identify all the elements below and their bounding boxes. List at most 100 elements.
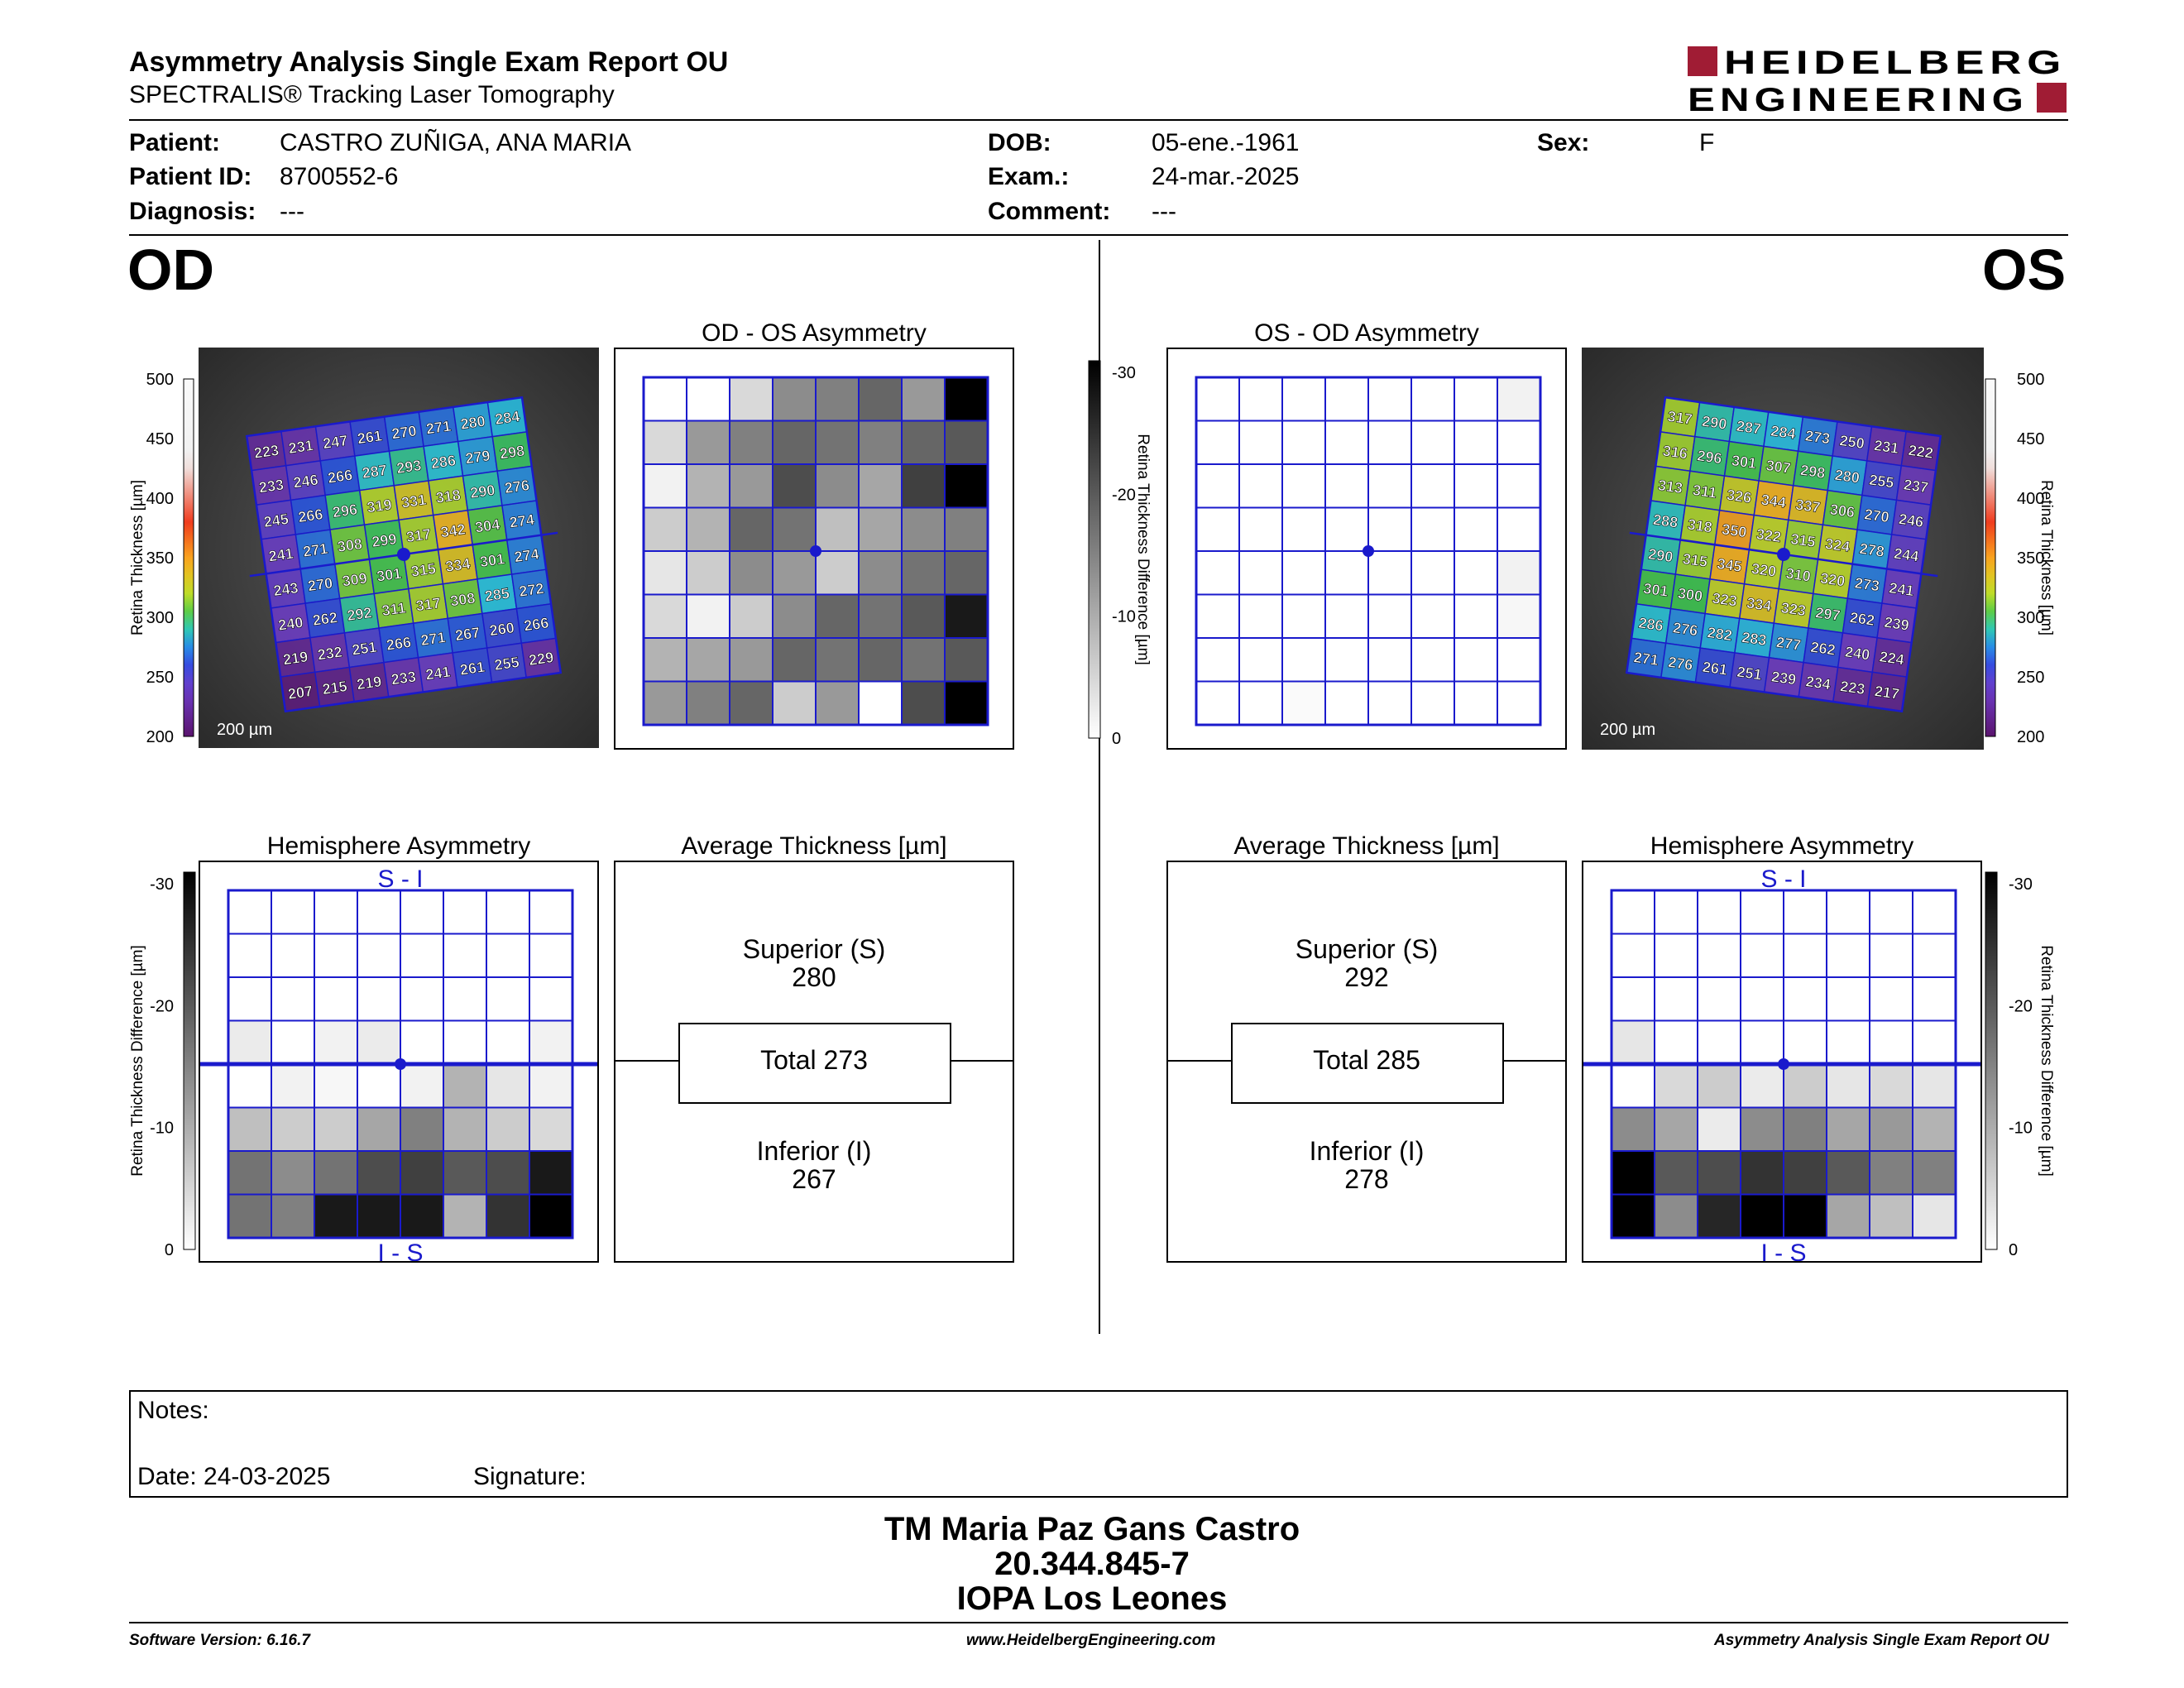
os-hemi-cell bbox=[1869, 1193, 1913, 1239]
os-hemi-cell bbox=[1697, 1063, 1741, 1109]
od-thickness-value: 271 bbox=[419, 629, 447, 649]
od-hemi-cell bbox=[486, 890, 530, 935]
software-version: Software Version: 6.16.7 bbox=[129, 1632, 310, 1649]
od-thickness-value: 207 bbox=[287, 683, 314, 703]
os-asym-cell bbox=[1195, 463, 1240, 509]
os-hemi-cell bbox=[1697, 1150, 1741, 1196]
od-asym-cell bbox=[772, 420, 817, 465]
website-link[interactable]: www.HeidelbergEngineering.com bbox=[966, 1632, 1216, 1649]
os-thickness-value: 246 bbox=[1898, 511, 1925, 530]
os-asym-cell bbox=[1324, 637, 1369, 683]
os-hemi-top-label: S - I bbox=[1760, 866, 1806, 893]
os-hemi-cell bbox=[1611, 1019, 1655, 1065]
od-thickness-value: 311 bbox=[381, 599, 407, 619]
os-hemi-cell bbox=[1869, 976, 1913, 1022]
od-thickness-value: 334 bbox=[444, 555, 472, 575]
os-thickness-value: 317 bbox=[1666, 408, 1693, 428]
os-asym-cell bbox=[1410, 550, 1455, 596]
od-asym-cell bbox=[729, 506, 774, 552]
os-hemi-scale-axis-label: Retina Thickness Difference [µm] bbox=[2038, 945, 2055, 1177]
od-hemi-cell bbox=[314, 1019, 358, 1065]
os-thickness-value: 283 bbox=[1741, 629, 1768, 649]
od-hemisphere-panel: S - I I - S bbox=[199, 861, 599, 1267]
od-asym-cell bbox=[686, 420, 730, 465]
os-hemi-cell bbox=[1826, 1063, 1870, 1109]
od-total: Total 273 bbox=[760, 1045, 868, 1075]
od-thickness-value: 246 bbox=[292, 472, 319, 492]
od-asym-cell bbox=[772, 680, 817, 726]
signature-label: Signature: bbox=[473, 1463, 587, 1490]
center-diff-scale-tick-label: -10 bbox=[1112, 608, 1136, 626]
os-hemi-scale-tick-label: -30 bbox=[2009, 875, 2033, 894]
od-thickness-value: 284 bbox=[494, 408, 521, 428]
od-fovea-dot bbox=[397, 548, 410, 561]
od-asym-cell bbox=[901, 420, 946, 465]
od-hemi-cell bbox=[314, 1106, 358, 1152]
os-hemi-cell bbox=[1912, 976, 1956, 1022]
od-thickness-scale-tick-label: 500 bbox=[146, 371, 174, 389]
os-thickness-scale-tick-label: 300 bbox=[2017, 609, 2044, 627]
os-asym-cell bbox=[1497, 637, 1541, 683]
os-asym-cell bbox=[1195, 376, 1240, 422]
sex-value: F bbox=[1699, 129, 1715, 156]
os-hemi-scale-tick-label: -20 bbox=[2009, 997, 2033, 1015]
center-diff-scale-axis-label: Retina Thickness Difference [µm] bbox=[1134, 434, 1152, 665]
os-asym-cell bbox=[1324, 593, 1369, 639]
os-asym-cell bbox=[1195, 420, 1240, 465]
os-hemi-cell bbox=[1783, 1106, 1827, 1152]
od-asym-cell bbox=[858, 593, 903, 639]
os-asym-cell bbox=[1195, 637, 1240, 683]
os-thickness-value: 311 bbox=[1692, 482, 1718, 501]
od-hemi-scale-tick-label: 0 bbox=[165, 1241, 174, 1258]
od-thickness-value: 285 bbox=[484, 585, 511, 605]
os-thickness-value: 273 bbox=[1804, 427, 1832, 447]
os-hemi-cell bbox=[1611, 1063, 1655, 1109]
os-hemi-cell bbox=[1783, 1019, 1827, 1065]
os-hemi-cell bbox=[1611, 1150, 1655, 1196]
dob-label: DOB: bbox=[988, 129, 1051, 156]
od-asym-cell bbox=[686, 550, 730, 596]
od-asym-cell bbox=[901, 506, 946, 552]
od-hemi-cell bbox=[443, 976, 487, 1022]
os-total: Total 285 bbox=[1313, 1045, 1420, 1075]
notes-label: Notes: bbox=[137, 1397, 209, 1424]
od-thickness-value: 215 bbox=[321, 678, 348, 698]
os-hemi-cell bbox=[1740, 1193, 1784, 1239]
od-thickness-value: 260 bbox=[488, 619, 515, 639]
os-asym-cell bbox=[1367, 550, 1412, 596]
od-asym-cell bbox=[944, 593, 989, 639]
os-hemi-cell bbox=[1611, 1193, 1655, 1239]
od-thickness-scale-axis-label: Retina Thickness [µm] bbox=[129, 480, 146, 635]
od-asym-cell bbox=[858, 420, 903, 465]
od-hemi-cell bbox=[486, 1063, 530, 1109]
od-thickness-value: 266 bbox=[327, 467, 354, 487]
od-asym-cell bbox=[643, 420, 687, 465]
os-asym-cell bbox=[1497, 550, 1541, 596]
os-hemisphere-panel: S - I I - S bbox=[1582, 861, 1982, 1267]
os-asym-cell bbox=[1238, 550, 1283, 596]
os-thickness-value: 217 bbox=[1874, 683, 1901, 703]
od-superior-label: Superior (S) bbox=[742, 934, 886, 964]
notes-box[interactable]: Notes: Date: 24-03-2025 Signature: bbox=[129, 1390, 2068, 1498]
od-thickness-map: 223 231 247 261 270 271 280 284 233 246 266 287 293 2… bbox=[199, 348, 599, 748]
od-hemi-cell bbox=[228, 1150, 272, 1196]
os-label: OS bbox=[1982, 237, 2067, 302]
od-superior-value: 280 bbox=[792, 962, 836, 992]
od-asym-cell bbox=[686, 463, 730, 509]
od-hemi-cell bbox=[529, 933, 573, 978]
os-hemi-scale: -30 -20 -10 0 Retina Thickness Difference [µ… bbox=[1984, 861, 2075, 1259]
os-asym-cell bbox=[1497, 506, 1541, 552]
od-asym-cell bbox=[686, 637, 730, 683]
os-thickness-value: 296 bbox=[1696, 447, 1723, 467]
dob-value: 05-ene.-1961 bbox=[1152, 129, 1300, 156]
os-thickness-map: 317 290 287 284 273 250 231 222 316 296 301 307 298 2… bbox=[1582, 348, 1984, 750]
os-hemi-cell bbox=[1611, 1106, 1655, 1152]
os-asym-cell bbox=[1454, 550, 1498, 596]
od-avg-title: Average Thickness [µm] bbox=[681, 832, 947, 860]
od-hemi-cell bbox=[400, 1150, 444, 1196]
od-thickness-value: 318 bbox=[434, 487, 462, 506]
os-asym-cell bbox=[1410, 420, 1455, 465]
od-thickness-value: 298 bbox=[499, 443, 526, 463]
os-asym-cell bbox=[1367, 680, 1412, 726]
os-asym-cell bbox=[1410, 680, 1455, 726]
